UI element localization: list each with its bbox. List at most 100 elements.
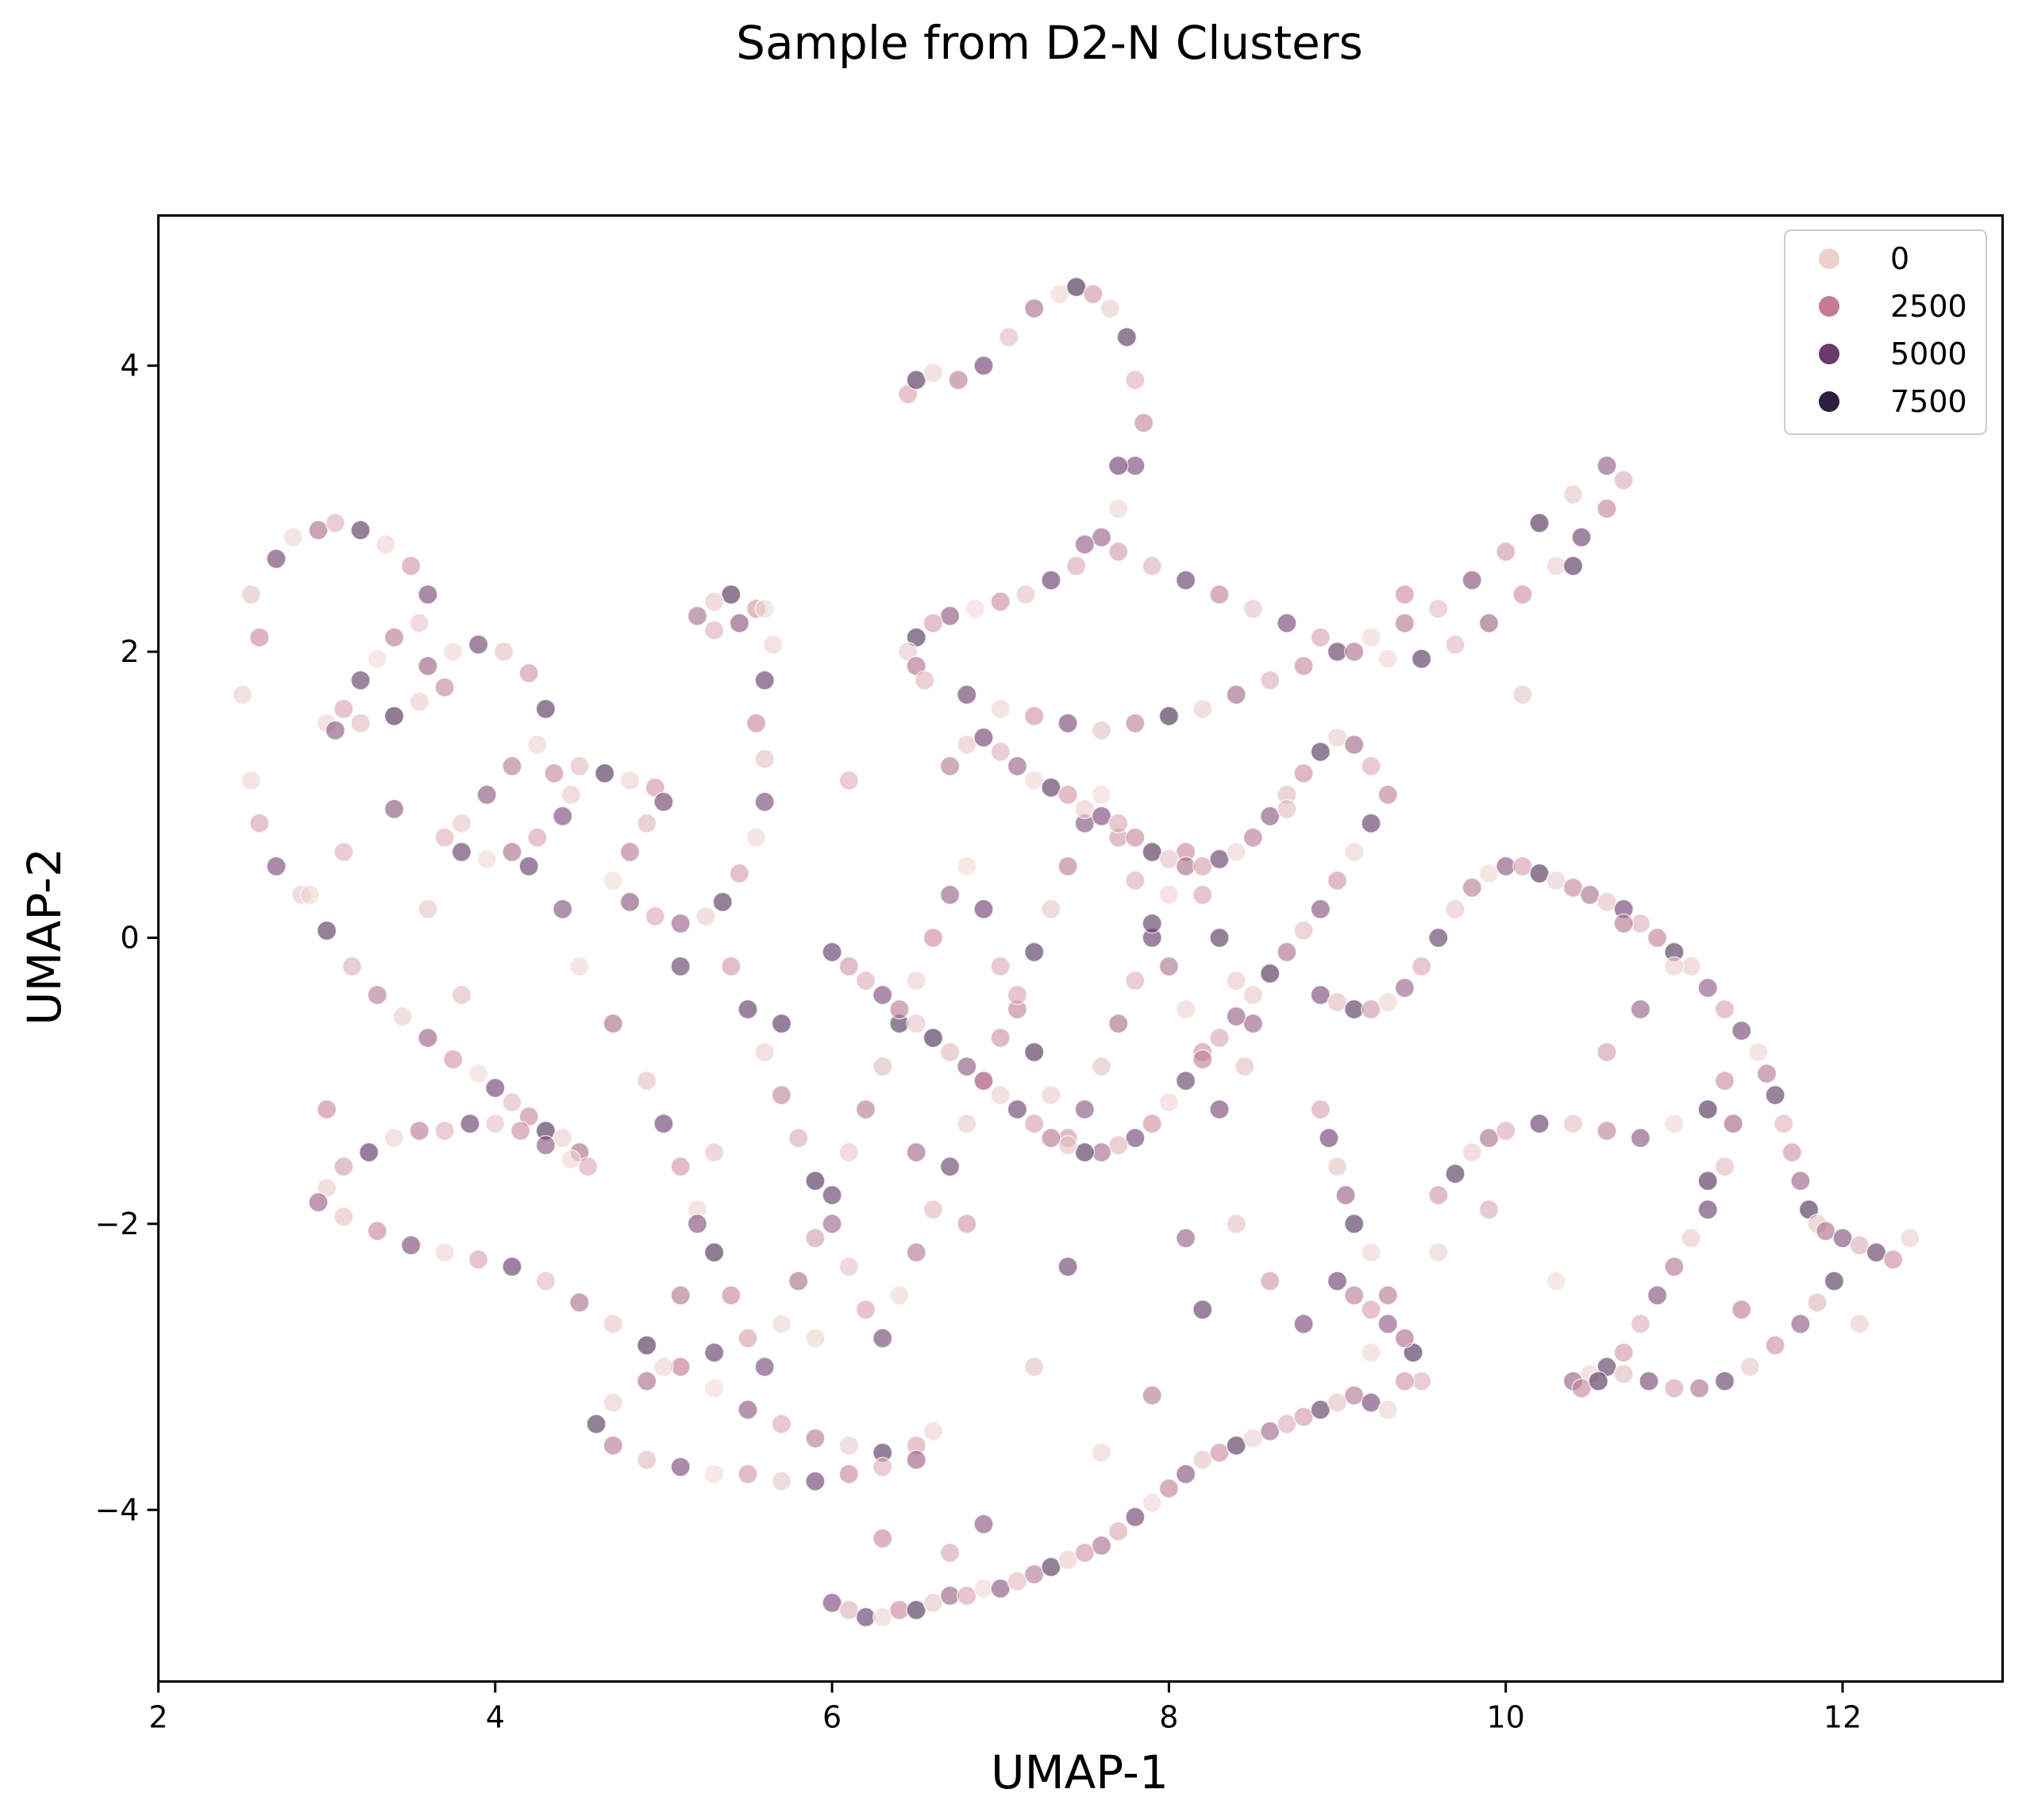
data-point <box>957 1113 977 1134</box>
data-point <box>1074 1142 1096 1163</box>
data-point <box>1242 1013 1264 1034</box>
data-point <box>266 856 287 877</box>
data-point <box>1361 1342 1381 1363</box>
data-point <box>822 941 842 963</box>
data-point <box>1462 570 1482 591</box>
data-point <box>763 634 784 655</box>
data-point <box>1327 1271 1348 1291</box>
data-point <box>1597 498 1617 519</box>
data-point <box>957 684 977 705</box>
data-point <box>1125 1506 1146 1528</box>
data-point <box>502 756 522 777</box>
data-point <box>1107 1135 1129 1156</box>
data-point <box>1630 913 1651 934</box>
x-tick-label: 4 <box>486 1700 505 1735</box>
x-tick-label: 6 <box>822 1700 842 1735</box>
data-point <box>788 1128 809 1149</box>
data-point <box>838 1599 860 1621</box>
data-point <box>1562 484 1584 505</box>
points-layer <box>232 276 1920 1628</box>
legend-label-2500: 2500 <box>1890 289 1967 324</box>
data-point <box>1142 1113 1162 1134</box>
data-point <box>510 1120 531 1141</box>
data-point <box>1343 1214 1365 1234</box>
data-point <box>1681 1228 1701 1249</box>
data-point <box>838 1435 860 1456</box>
data-point <box>1630 1314 1651 1334</box>
legend-marker-5000 <box>1819 344 1839 364</box>
data-point <box>738 1328 758 1349</box>
data-point <box>788 1271 809 1291</box>
data-point <box>476 784 497 806</box>
data-point <box>1495 856 1516 877</box>
data-point <box>1023 941 1045 963</box>
data-point <box>560 784 582 806</box>
data-point <box>1681 956 1701 977</box>
data-point <box>1343 998 1365 1020</box>
data-point <box>1041 777 1061 798</box>
data-point <box>325 513 346 533</box>
y-tick-label: 2 <box>120 634 139 669</box>
data-point <box>1142 841 1162 863</box>
data-point <box>443 641 464 662</box>
data-point <box>636 813 657 834</box>
data-point <box>249 813 270 834</box>
data-point <box>1723 1113 1743 1134</box>
data-point <box>1234 1056 1255 1077</box>
data-point <box>906 1242 926 1263</box>
data-point <box>1057 784 1078 806</box>
data-point <box>1083 283 1104 305</box>
data-point <box>1445 1164 1466 1184</box>
data-point <box>518 663 539 683</box>
data-point <box>367 648 388 669</box>
data-point <box>502 1091 522 1113</box>
data-point <box>872 1456 893 1477</box>
data-point <box>754 1041 775 1063</box>
data-point <box>1765 1084 1785 1106</box>
data-point <box>1116 326 1138 348</box>
data-point <box>316 920 337 941</box>
data-point <box>1158 848 1180 870</box>
data-point <box>1428 1242 1449 1263</box>
data-point <box>232 684 253 705</box>
legend-frame <box>1784 229 1987 435</box>
data-point <box>1529 1113 1550 1134</box>
data-point <box>485 1077 506 1099</box>
data-point <box>1065 556 1087 576</box>
data-point <box>939 756 961 777</box>
data-point <box>906 369 926 391</box>
data-point <box>1597 1120 1617 1141</box>
data-point <box>603 1013 624 1034</box>
data-point <box>1495 541 1516 562</box>
data-point <box>1714 1371 1735 1391</box>
data-point <box>771 1013 792 1034</box>
data-point <box>1361 627 1381 648</box>
data-point <box>552 1128 573 1149</box>
data-point <box>1546 870 1567 891</box>
data-point <box>906 1013 926 1034</box>
data-point <box>703 1464 725 1484</box>
data-point <box>1023 298 1045 319</box>
data-point <box>1074 534 1096 555</box>
data-point <box>603 1435 624 1456</box>
data-point <box>569 756 590 777</box>
data-point <box>577 1156 599 1177</box>
data-point <box>771 1471 792 1491</box>
data-point <box>922 613 944 633</box>
data-point <box>1125 1128 1146 1149</box>
data-point <box>1327 870 1348 891</box>
data-point <box>1849 1314 1870 1334</box>
data-point <box>922 1592 944 1614</box>
data-point <box>603 1314 624 1334</box>
data-point <box>1175 1070 1196 1091</box>
data-point <box>838 1142 860 1163</box>
data-point <box>392 1006 413 1027</box>
legend-marker-0 <box>1819 248 1839 269</box>
data-point <box>283 527 303 548</box>
data-point <box>703 620 725 641</box>
data-point <box>400 556 422 576</box>
y-tick-label: 0 <box>120 920 139 955</box>
data-point <box>703 1242 725 1263</box>
plot-frame <box>157 214 2004 1683</box>
data-point <box>1007 1099 1028 1120</box>
